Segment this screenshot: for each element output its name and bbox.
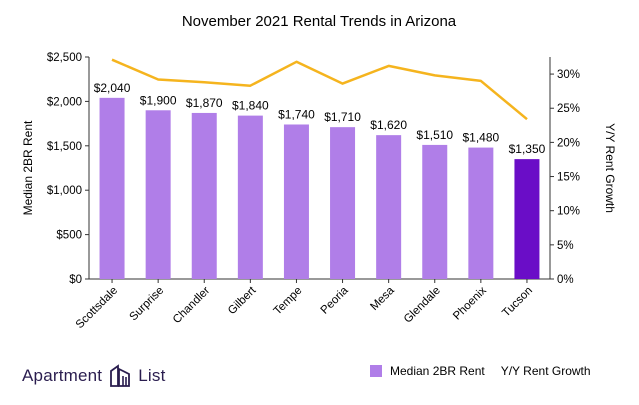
bar-value-label: $1,900 (140, 93, 177, 107)
bar-peoria (330, 127, 356, 279)
bar-value-label: $1,870 (186, 96, 223, 110)
legend-item-line: Y/Y Rent Growth (501, 364, 591, 378)
legend-item-bar: Median 2BR Rent (370, 364, 485, 378)
y-tick-label: $500 (56, 230, 82, 242)
x-tick-label: Scottsdale (74, 285, 120, 331)
bar-gilbert (237, 115, 263, 279)
apartment-list-logo: Apartment List (22, 363, 166, 389)
y-tick-label: $2,500 (47, 52, 82, 64)
bar-value-label: $1,510 (416, 128, 453, 142)
bar-glendale (422, 144, 448, 279)
legend-swatch-bar (370, 365, 382, 377)
bar-value-label: $1,480 (462, 131, 499, 145)
y-tick-label: $1,500 (47, 141, 82, 153)
legend-label-bar: Median 2BR Rent (390, 364, 485, 378)
bar-tucson (514, 159, 540, 279)
y-tick-label: $1,000 (47, 185, 82, 197)
brand-name-part1: Apartment (22, 366, 103, 385)
chart-legend: Median 2BR Rent Y/Y Rent Growth (370, 364, 607, 378)
x-tick-label: Peoria (319, 284, 351, 316)
bar-value-label: $1,620 (370, 118, 407, 132)
x-tick-label: Phoenix (451, 284, 489, 322)
bar-value-label: $2,040 (94, 81, 131, 95)
y2-tick-label: 25% (557, 103, 580, 115)
bar-chandler (191, 112, 217, 279)
y2-tick-label: 30% (557, 69, 580, 81)
x-tick-label: Tempe (272, 285, 305, 318)
x-tick-label: Tucson (500, 285, 535, 320)
plot-area: $0 $500 $1,000 $1,500 $2,000 $2,500 0% 5% 10% 15%… (47, 52, 580, 331)
bar-value-label: $1,350 (509, 142, 546, 156)
y2-tick-label: 0% (557, 274, 574, 286)
y2-tick-label: 10% (557, 206, 580, 218)
x-tick-label: Surprise (128, 285, 167, 324)
y2-tick-label: 15% (557, 172, 580, 184)
y-tick-label: $2,000 (47, 96, 82, 108)
x-tick-label: Glendale (402, 285, 443, 326)
y-tick-label: $0 (69, 274, 82, 286)
y-axis-title: Median 2BR Rent (21, 120, 35, 215)
building-icon (110, 364, 131, 387)
bar-value-label: $1,840 (232, 99, 269, 113)
bar-surprise (145, 110, 171, 279)
bar-value-label: $1,740 (278, 107, 315, 121)
yy-growth-line (111, 58, 528, 121)
brand-name-part2: List (138, 366, 166, 385)
bar-scottsdale (99, 97, 125, 280)
y2-axis-title: Y/Y Rent Growth (603, 123, 617, 213)
legend-label-line: Y/Y Rent Growth (500, 364, 591, 378)
bar-value-label: $1,710 (324, 110, 361, 124)
y2-tick-label: 5% (557, 240, 574, 252)
x-tick-label: Mesa (368, 284, 397, 313)
y2-tick-label: 20% (557, 137, 580, 149)
chart-title: November 2021 Rental Trends in Arizona (182, 13, 457, 30)
x-tick-label: Chandler (171, 285, 213, 327)
bar-mesa (376, 135, 402, 279)
x-tick-label: Gilbert (226, 284, 259, 317)
bar-tempe (283, 124, 309, 279)
bar-phoenix (468, 147, 494, 279)
